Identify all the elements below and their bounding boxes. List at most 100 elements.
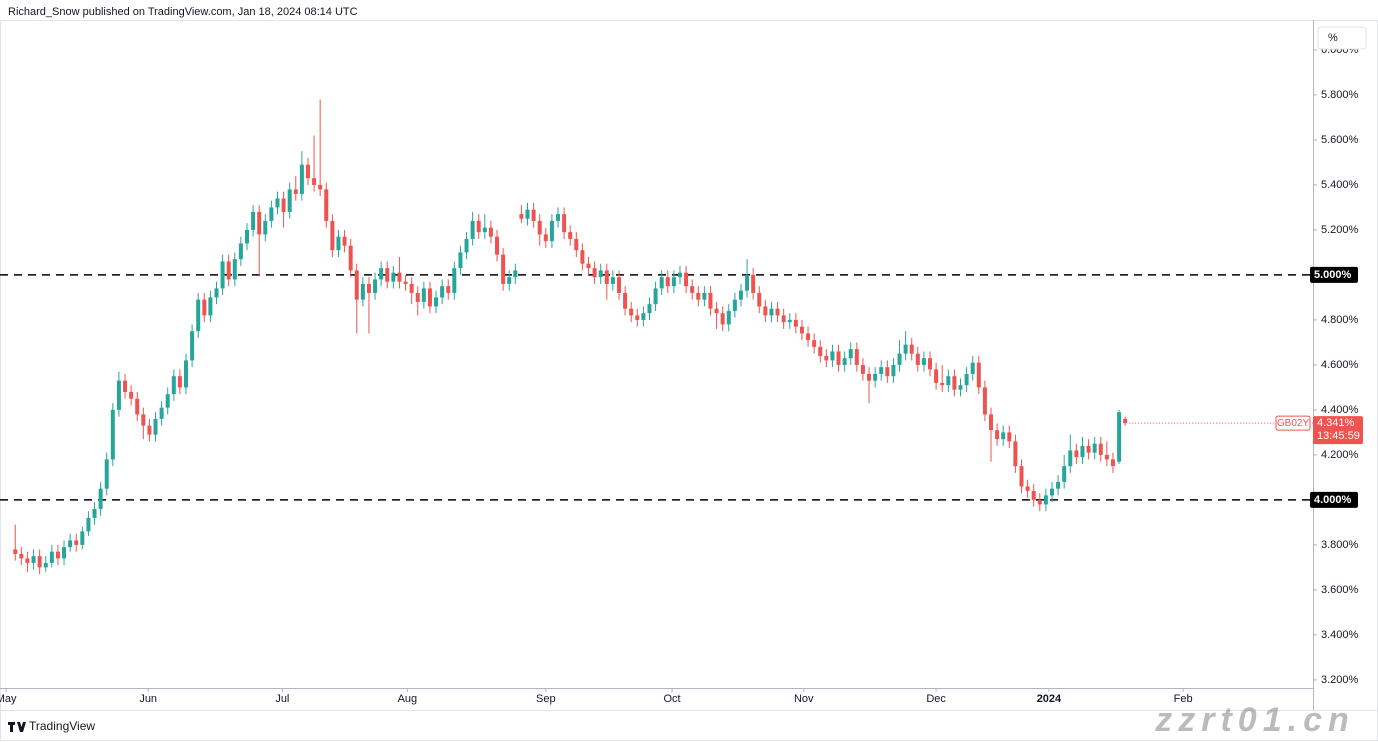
candle-body [330, 220, 335, 251]
candle-body [238, 243, 243, 260]
candle-body [373, 279, 378, 293]
candle-body [769, 308, 774, 316]
candle-body [55, 551, 60, 559]
candle-body [336, 236, 341, 251]
candle-body [147, 425, 152, 435]
candle-body [25, 558, 30, 563]
candle-body [1013, 441, 1018, 467]
candle-body [824, 355, 829, 361]
hline-label: 4.000% [1314, 494, 1352, 506]
candle-body [1098, 443, 1103, 455]
last-price-label: 4.341% [1317, 417, 1355, 429]
candle-body [604, 270, 609, 284]
candle-body [318, 184, 323, 190]
candle-body [43, 562, 48, 568]
candle-body [647, 304, 652, 314]
candle-body [464, 238, 469, 253]
candle-body [995, 430, 1000, 440]
y-tick-label: 4.400% [1321, 404, 1359, 416]
candle-body [98, 488, 103, 509]
plot-area [0, 99, 1313, 575]
y-tick-label: 3.200% [1321, 674, 1359, 686]
candle-body [1049, 488, 1054, 496]
x-tick-label: Aug [398, 693, 418, 705]
candle-body [714, 308, 719, 314]
candle-body [677, 272, 682, 278]
candle-body [488, 227, 493, 237]
candle-body [928, 358, 933, 370]
candle-body [135, 398, 140, 415]
candle-body [110, 409, 115, 460]
candle-body [13, 549, 18, 554]
x-tick-label: Dec [926, 693, 946, 705]
candle-body [1001, 432, 1006, 440]
x-tick-label: Feb [1174, 693, 1193, 705]
candle-body [940, 382, 945, 386]
candle-body [1092, 443, 1097, 453]
candle-body [446, 286, 451, 293]
candle-body [196, 299, 201, 332]
candle-body [726, 310, 731, 325]
last-price-box [1313, 416, 1363, 445]
candle-body [842, 358, 847, 365]
candle-body [629, 308, 634, 316]
candle-body [775, 308, 780, 316]
candle-body [415, 292, 420, 302]
candle-body [982, 387, 987, 415]
candle-body [501, 254, 506, 284]
candle-body [592, 268, 597, 278]
candle-body [915, 353, 920, 365]
symbol-box [1275, 415, 1311, 431]
x-tick-label: Oct [663, 693, 680, 705]
candle-body [970, 362, 975, 374]
candle-body [86, 517, 91, 532]
candle-body [513, 270, 518, 278]
candle-body [476, 220, 481, 233]
candle-body [165, 394, 170, 408]
candle-body [1062, 466, 1067, 482]
y-tick-label: 5.600% [1321, 134, 1359, 146]
candle-body [366, 283, 371, 293]
scale-button-label[interactable]: % [1328, 32, 1338, 44]
candle-body [989, 414, 994, 431]
candle-body [556, 214, 561, 221]
candle-body [976, 362, 981, 388]
candle-body [1056, 481, 1061, 489]
candle-body [324, 189, 329, 221]
candle-body [531, 209, 536, 221]
x-tick-label: Jul [275, 693, 289, 705]
candle-body [671, 277, 676, 287]
candle-body [184, 360, 189, 388]
candle-body [903, 344, 908, 354]
candle-body [379, 268, 384, 280]
logo-icon [8, 722, 26, 732]
candle-body [244, 229, 249, 244]
candle-body [897, 353, 902, 365]
candle-body [623, 292, 628, 309]
candle-body [391, 272, 396, 282]
y-tick-label: 3.600% [1321, 584, 1359, 596]
candle-body [37, 556, 42, 568]
scale-button[interactable] [1317, 26, 1367, 50]
candle-body [787, 319, 792, 323]
candle-body [1043, 495, 1048, 505]
candle-body [860, 364, 865, 374]
y-tick-label: 4.200% [1321, 449, 1359, 461]
candle-body [598, 270, 603, 278]
x-tick-label: Nov [794, 693, 814, 705]
candle-body [287, 189, 292, 212]
candle-body [354, 270, 359, 300]
candle-body [946, 376, 951, 386]
candle-body [1080, 445, 1085, 458]
price-axis: 3.200% 3.400% 3.600% 3.800% 4.200% 4.400% 4.60… [1275, 44, 1363, 686]
y-tick-label: 4.800% [1321, 314, 1359, 326]
candle-body [586, 263, 591, 269]
candle-body [1068, 450, 1073, 467]
candle-body [867, 373, 872, 381]
candle-body [1037, 499, 1042, 505]
logo-text: TradingView [29, 719, 95, 733]
candle-body [312, 178, 317, 185]
candle-body [799, 326, 804, 334]
candle-body [885, 367, 890, 377]
candle-body [537, 220, 542, 235]
